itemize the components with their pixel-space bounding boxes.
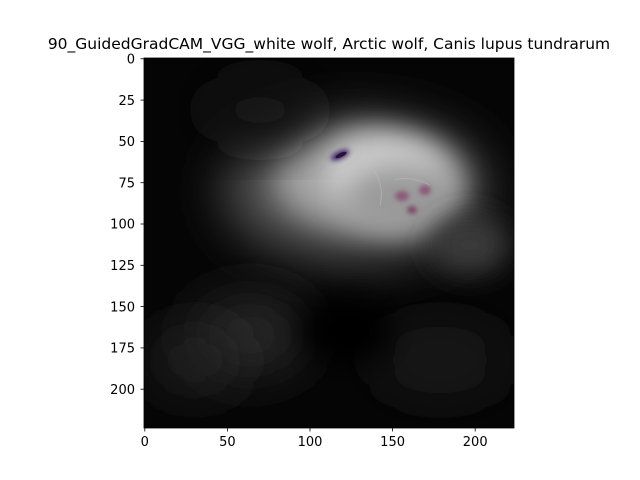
x-tick-label: 0: [141, 435, 149, 450]
y-tick-label: 100: [110, 218, 135, 233]
y-tick-label: 75: [118, 176, 135, 191]
x-tick-label: 150: [380, 435, 405, 450]
y-tick-label: 125: [110, 259, 135, 274]
figure-title: 90_GuidedGradCAM_VGG_white wolf, Arctic …: [48, 35, 610, 54]
x-axis: 0 50 100 150 200: [141, 428, 488, 450]
x-tick-label: 200: [463, 435, 488, 450]
y-tick-label: 175: [110, 342, 135, 357]
y-tick-label: 0: [127, 53, 135, 68]
y-tick-label: 200: [110, 383, 135, 398]
axes-frame: [143, 57, 515, 429]
y-tick-label: 25: [118, 94, 135, 109]
saliency-image: [144, 58, 514, 428]
x-tick-label: 100: [298, 435, 323, 450]
y-tick-label: 150: [110, 300, 135, 315]
y-tick-label: 50: [118, 135, 135, 150]
y-axis: 0 25 50 75 100 125 150 175 200: [110, 53, 144, 398]
x-tick-label: 50: [219, 435, 236, 450]
